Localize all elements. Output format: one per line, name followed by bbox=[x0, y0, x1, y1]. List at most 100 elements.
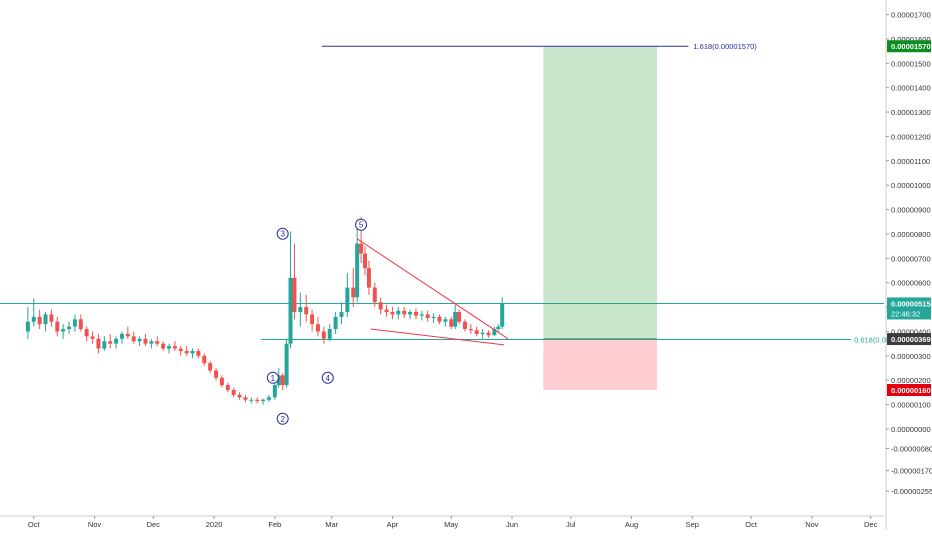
candle-body bbox=[480, 332, 485, 334]
wave-label-4: 4 bbox=[326, 374, 331, 383]
y-tick-label: 0.00000600 bbox=[891, 279, 931, 288]
candle-body bbox=[345, 287, 350, 312]
x-tick-label: Oct bbox=[745, 520, 758, 529]
candle-body bbox=[453, 311, 458, 327]
candle-body bbox=[61, 329, 66, 332]
y-tick-label: 0.00000100 bbox=[891, 401, 931, 410]
candle-body bbox=[425, 314, 430, 319]
candle-body bbox=[304, 307, 309, 315]
candle-body bbox=[298, 307, 303, 312]
candle-body bbox=[500, 303, 505, 327]
y-tick-label: -0.00000255 bbox=[891, 487, 932, 496]
candle-body bbox=[196, 350, 201, 356]
candle-body bbox=[327, 329, 332, 339]
candle-body bbox=[178, 348, 183, 351]
x-tick-label: Sep bbox=[686, 520, 699, 529]
candle-body bbox=[310, 314, 315, 325]
y-tick-label: 0.00000700 bbox=[891, 254, 931, 263]
candle-body bbox=[172, 346, 177, 349]
x-tick-label: Feb bbox=[268, 520, 281, 529]
x-tick-label: Apr bbox=[387, 520, 399, 529]
candle-body bbox=[413, 311, 418, 316]
candle-body bbox=[437, 316, 442, 322]
candle-body bbox=[155, 341, 160, 344]
candle-body bbox=[284, 343, 289, 386]
price-tag-bg bbox=[887, 333, 931, 346]
candle-body bbox=[67, 326, 72, 330]
candle-body bbox=[372, 287, 377, 303]
candle-body bbox=[125, 333, 130, 337]
wave-label-2: 2 bbox=[280, 415, 285, 424]
x-tick-label: Nov bbox=[805, 520, 819, 529]
candle-body bbox=[333, 316, 338, 330]
y-tick-label: 0.00000000 bbox=[891, 425, 931, 434]
y-tick-label: 0.00000800 bbox=[891, 230, 931, 239]
candle-body bbox=[321, 331, 326, 339]
candle-body bbox=[288, 277, 293, 344]
y-tick-label: 0.00000200 bbox=[891, 376, 931, 385]
wave-label-1: 1 bbox=[271, 374, 276, 383]
candle-body bbox=[419, 314, 424, 316]
loss-zone bbox=[543, 339, 658, 390]
y-tick-label: 0.00000300 bbox=[891, 352, 931, 361]
candle-body bbox=[292, 277, 297, 312]
candle-body bbox=[55, 321, 60, 332]
candle-body bbox=[184, 350, 189, 354]
x-tick-label: 2020 bbox=[206, 520, 223, 529]
candle-body bbox=[31, 316, 36, 322]
wave-label-circle-1 bbox=[266, 371, 279, 384]
candle-body bbox=[402, 310, 407, 315]
profit-zone bbox=[543, 46, 658, 340]
candle-body bbox=[457, 311, 462, 322]
y-tick-label: -0.00000080 bbox=[891, 445, 932, 454]
candle-body bbox=[390, 311, 395, 315]
candle-body bbox=[49, 314, 54, 322]
y-tick-label: 0.00001400 bbox=[891, 84, 931, 93]
y-tick-label: 0.00001000 bbox=[891, 181, 931, 190]
y-tick-label: 0.00001700 bbox=[891, 11, 931, 20]
candle-body bbox=[119, 333, 124, 339]
candle-body bbox=[249, 399, 254, 401]
candle-body bbox=[266, 397, 271, 400]
candle-body bbox=[43, 314, 48, 325]
candle-body bbox=[208, 363, 213, 371]
candle-body bbox=[363, 253, 367, 269]
candle-body bbox=[96, 338, 101, 349]
candle-body bbox=[384, 309, 389, 312]
price-tag-bg bbox=[887, 40, 931, 53]
candle-body bbox=[355, 243, 360, 298]
price-tag-bg bbox=[887, 383, 931, 396]
candle-body bbox=[202, 355, 207, 364]
candle-body bbox=[496, 326, 501, 330]
candle-body bbox=[272, 385, 277, 398]
x-tick-label: Jul bbox=[566, 520, 576, 529]
candle-body bbox=[149, 341, 154, 344]
candle-body bbox=[315, 324, 320, 332]
wave-label-3: 3 bbox=[280, 230, 285, 239]
wave-label-circle-4 bbox=[321, 371, 334, 384]
x-tick-label: Mar bbox=[325, 520, 338, 529]
candle-body bbox=[219, 377, 224, 386]
candle-body bbox=[161, 343, 166, 349]
x-tick-label: Aug bbox=[625, 520, 638, 529]
candle-body bbox=[276, 375, 281, 386]
candle-body bbox=[462, 321, 467, 330]
candle-body bbox=[78, 319, 83, 330]
wave-label-circle-3 bbox=[276, 227, 289, 240]
candle-body bbox=[167, 346, 171, 349]
candle-body bbox=[72, 319, 77, 327]
candle-body bbox=[90, 336, 95, 339]
price-tag-label: 0.00000160 bbox=[891, 386, 931, 395]
x-tick-label: Oct bbox=[28, 520, 41, 529]
x-tick-label: Dec bbox=[864, 520, 878, 529]
candle-body bbox=[396, 310, 401, 315]
candle-body bbox=[37, 316, 42, 325]
candle-body bbox=[25, 321, 30, 332]
candle-body bbox=[214, 370, 219, 378]
y-tick-label: 0.00001100 bbox=[891, 157, 930, 166]
candle-body bbox=[84, 329, 89, 337]
wedge-lower-trendline bbox=[370, 328, 505, 346]
